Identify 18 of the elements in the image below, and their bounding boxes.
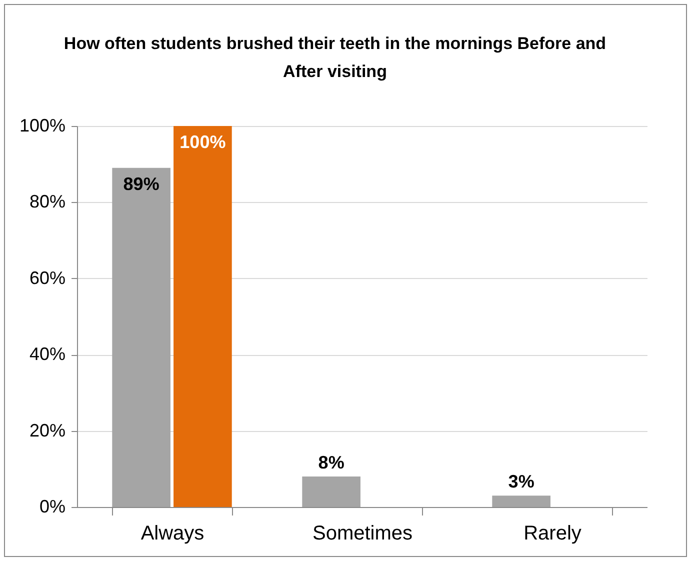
y-tick-label: 80% [29,192,66,212]
data-label: 89% [123,174,160,194]
data-label: 100% [180,132,226,152]
y-tick-label: 40% [29,344,66,364]
bar [112,168,170,507]
x-tick-label: Sometimes [312,522,413,544]
bar [492,496,550,507]
data-label: 3% [508,472,534,492]
x-tick-label: Always [140,522,204,544]
bar [302,476,360,507]
y-tick-label: 100% [19,116,66,136]
data-label: 8% [318,452,344,473]
bar [174,126,232,507]
x-tick-label: Rarely [524,522,582,544]
y-tick-label: 20% [29,420,66,440]
chart-title: How often students brushed their teeth in the mornings Before and After visiting [64,34,606,81]
y-tick-label: 60% [29,268,66,288]
y-tick-label: 0% [39,496,66,516]
